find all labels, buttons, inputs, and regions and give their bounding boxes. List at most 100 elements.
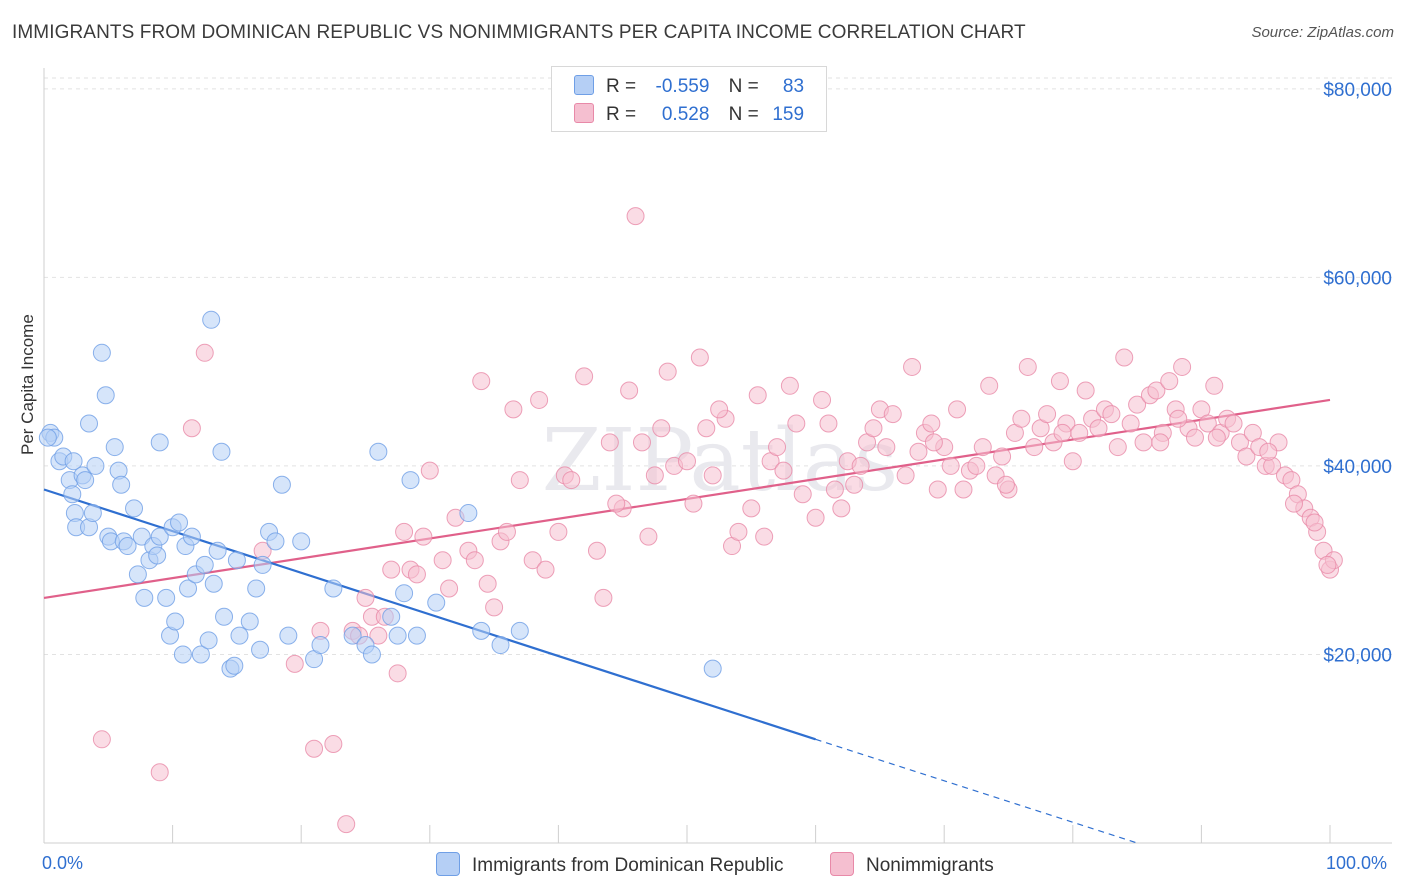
point-immigrants bbox=[247, 579, 266, 598]
point-nonimmigrants bbox=[729, 522, 748, 541]
point-immigrants bbox=[191, 645, 210, 664]
point-nonimmigrants bbox=[549, 522, 568, 541]
point-immigrants bbox=[86, 456, 105, 475]
point-immigrants bbox=[38, 428, 57, 447]
point-immigrants bbox=[266, 532, 285, 551]
legend-n-value: 159 bbox=[772, 104, 805, 125]
point-immigrants bbox=[311, 636, 330, 655]
y-tick-label: $60,000 bbox=[1323, 268, 1392, 289]
point-immigrants bbox=[292, 532, 311, 551]
point-nonimmigrants bbox=[1025, 438, 1044, 457]
point-nonimmigrants bbox=[1102, 405, 1121, 424]
point-nonimmigrants bbox=[369, 626, 388, 645]
point-nonimmigrants bbox=[1160, 372, 1179, 391]
point-immigrants bbox=[212, 442, 231, 461]
point-nonimmigrants bbox=[433, 551, 452, 570]
point-nonimmigrants bbox=[395, 522, 414, 541]
point-immigrants bbox=[208, 541, 227, 560]
point-immigrants bbox=[150, 527, 169, 546]
point-immigrants bbox=[125, 499, 144, 518]
point-nonimmigrants bbox=[652, 419, 671, 438]
point-nonimmigrants bbox=[1305, 513, 1324, 532]
bottom-legend-nonimmigrants: Nonimmigrants bbox=[830, 852, 994, 877]
point-immigrants bbox=[199, 631, 218, 650]
point-nonimmigrants bbox=[1207, 428, 1226, 447]
point-nonimmigrants bbox=[924, 433, 943, 452]
point-nonimmigrants bbox=[1205, 376, 1224, 395]
point-nonimmigrants bbox=[407, 565, 426, 584]
point-nonimmigrants bbox=[967, 456, 986, 475]
point-nonimmigrants bbox=[1224, 414, 1243, 433]
point-immigrants bbox=[150, 433, 169, 452]
point-nonimmigrants bbox=[1237, 447, 1256, 466]
legend-r-label: R = bbox=[606, 104, 637, 125]
point-nonimmigrants bbox=[150, 763, 169, 782]
legend-r-label: R = bbox=[606, 76, 637, 97]
point-nonimmigrants bbox=[1134, 433, 1153, 452]
point-immigrants bbox=[215, 607, 234, 626]
x-tick-label-min: 0.0% bbox=[42, 853, 84, 873]
point-nonimmigrants bbox=[793, 485, 812, 504]
point-nonimmigrants bbox=[1173, 357, 1192, 376]
y-tick-label: $20,000 bbox=[1323, 645, 1392, 666]
point-immigrants bbox=[407, 626, 426, 645]
point-nonimmigrants bbox=[710, 400, 729, 419]
point-immigrants bbox=[362, 645, 381, 664]
point-nonimmigrants bbox=[1318, 555, 1337, 574]
point-nonimmigrants bbox=[1076, 381, 1095, 400]
axes bbox=[43, 68, 1392, 844]
point-nonimmigrants bbox=[478, 574, 497, 593]
point-immigrants bbox=[92, 343, 111, 362]
point-nonimmigrants bbox=[896, 466, 915, 485]
source-label: Source: ZipAtlas.com bbox=[1251, 24, 1394, 41]
point-nonimmigrants bbox=[465, 551, 484, 570]
point-nonimmigrants bbox=[510, 471, 529, 490]
legend-r-value: 0.528 bbox=[661, 104, 710, 125]
point-nonimmigrants bbox=[356, 588, 375, 607]
point-immigrants bbox=[105, 438, 124, 457]
correlation-legend: R = -0.559 N = 83 R = 0.528 N = 159 bbox=[551, 66, 827, 132]
point-nonimmigrants bbox=[440, 579, 459, 598]
point-nonimmigrants bbox=[420, 461, 439, 480]
point-nonimmigrants bbox=[1147, 381, 1166, 400]
point-immigrants bbox=[703, 659, 722, 678]
legend-row-immigrants: R = -0.559 N = 83 bbox=[574, 75, 804, 99]
trend-line-immigrants-extension bbox=[815, 738, 1138, 844]
point-nonimmigrants bbox=[632, 433, 651, 452]
point-nonimmigrants bbox=[780, 376, 799, 395]
point-nonimmigrants bbox=[832, 499, 851, 518]
point-nonimmigrants bbox=[825, 480, 844, 499]
x-tick-label-max: 100.0% bbox=[1326, 853, 1388, 873]
point-nonimmigrants bbox=[497, 522, 516, 541]
point-immigrants bbox=[395, 584, 414, 603]
point-nonimmigrants bbox=[941, 456, 960, 475]
point-immigrants bbox=[491, 636, 510, 655]
point-immigrants bbox=[230, 626, 249, 645]
legend-n-label: N = bbox=[728, 76, 759, 97]
bottom-legend-immigrants: Immigrants from Dominican Republic bbox=[436, 852, 784, 877]
point-nonimmigrants bbox=[485, 598, 504, 617]
legend-n-label: N = bbox=[728, 104, 759, 125]
point-immigrants bbox=[472, 621, 491, 640]
point-immigrants bbox=[96, 386, 115, 405]
legend-swatch-blue bbox=[436, 852, 460, 876]
y-tick-label: $80,000 bbox=[1323, 80, 1392, 101]
point-nonimmigrants bbox=[755, 527, 774, 546]
legend-label-immigrants: Immigrants from Dominican Republic bbox=[472, 855, 784, 876]
point-nonimmigrants bbox=[1038, 405, 1057, 424]
point-nonimmigrants bbox=[877, 438, 896, 457]
point-immigrants bbox=[135, 588, 154, 607]
point-immigrants bbox=[179, 579, 198, 598]
point-nonimmigrants bbox=[1121, 414, 1140, 433]
point-immigrants bbox=[83, 504, 102, 523]
point-nonimmigrants bbox=[1151, 433, 1170, 452]
point-nonimmigrants bbox=[382, 560, 401, 579]
point-nonimmigrants bbox=[973, 438, 992, 457]
point-nonimmigrants bbox=[1259, 442, 1278, 461]
point-immigrants bbox=[63, 485, 82, 504]
point-immigrants bbox=[157, 588, 176, 607]
point-immigrants bbox=[80, 414, 99, 433]
point-nonimmigrants bbox=[1018, 357, 1037, 376]
point-nonimmigrants bbox=[337, 815, 356, 834]
point-nonimmigrants bbox=[639, 527, 658, 546]
